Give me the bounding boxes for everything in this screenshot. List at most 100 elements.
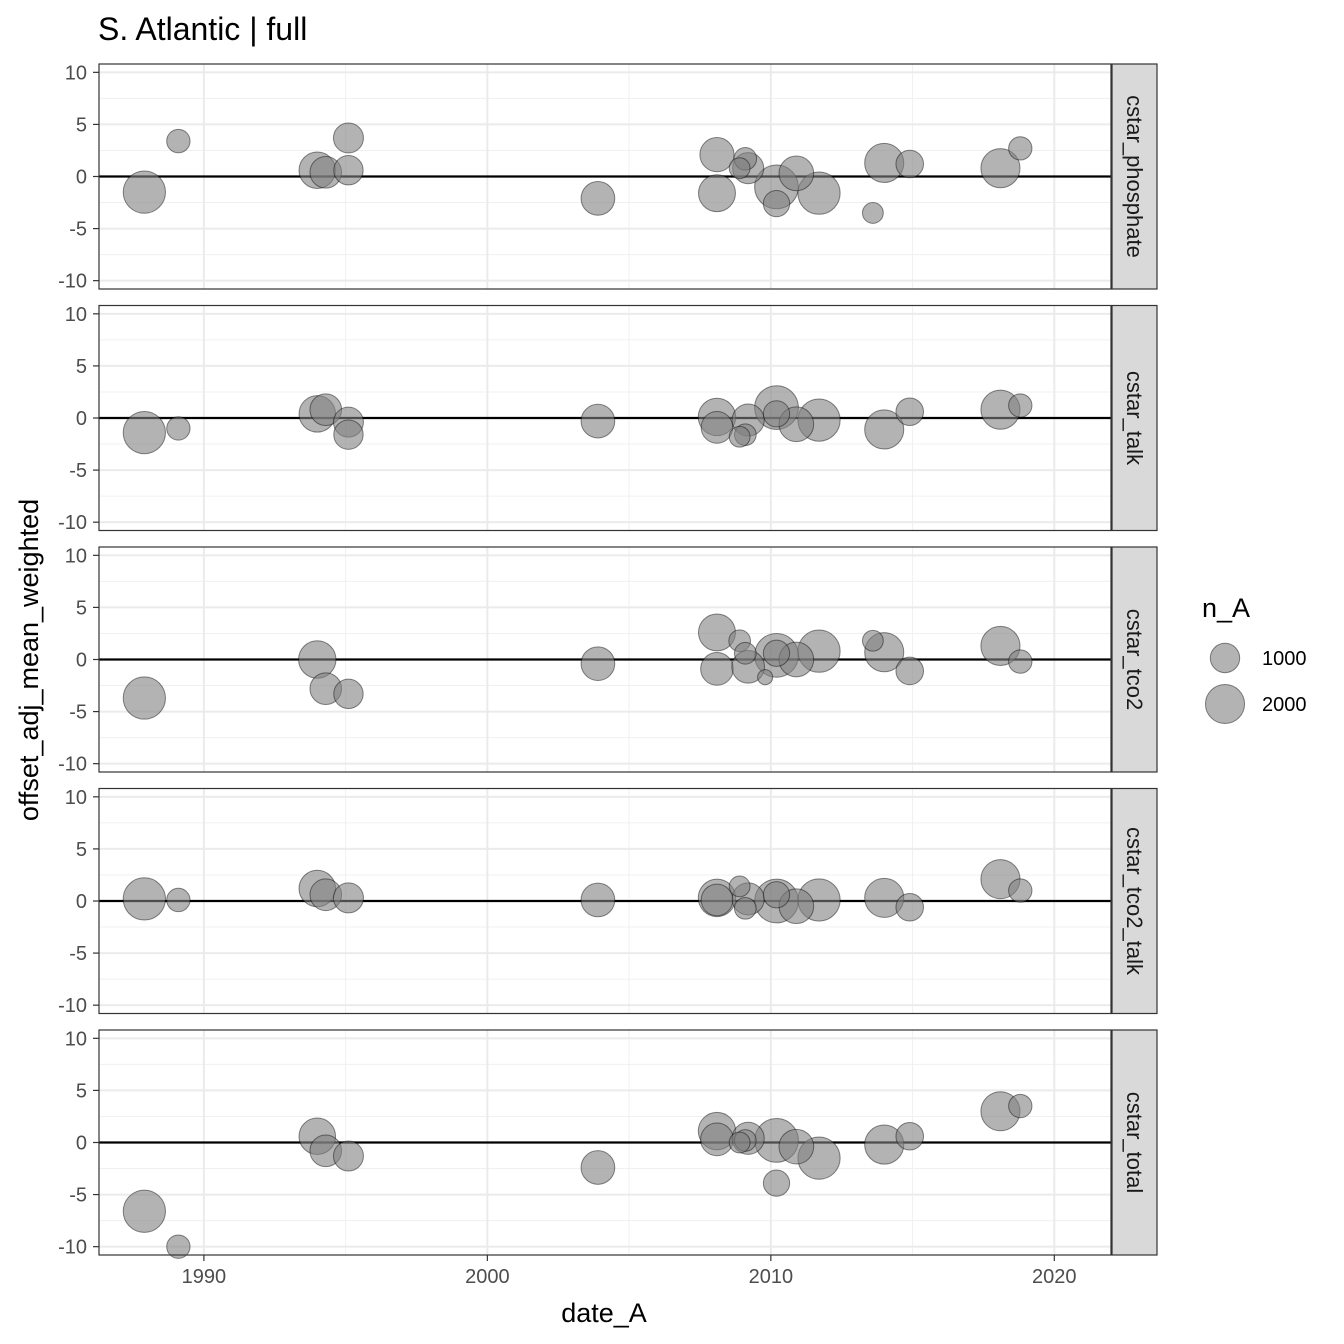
data-point bbox=[733, 896, 757, 920]
y-tick-label: 0 bbox=[76, 167, 87, 189]
data-point bbox=[122, 170, 166, 214]
facet-panel-cstar_total: -10 -5 0 5 10 cstar_total bbox=[58, 1028, 1158, 1259]
data-point bbox=[728, 1131, 751, 1154]
data-point bbox=[733, 641, 757, 665]
data-point bbox=[332, 882, 364, 914]
x-axis-title: date_A bbox=[561, 1298, 647, 1328]
data-point bbox=[778, 1128, 815, 1165]
y-tick-label: -10 bbox=[58, 1237, 87, 1259]
data-point bbox=[332, 122, 364, 154]
data-point bbox=[1008, 649, 1033, 674]
y-tick-label: 5 bbox=[76, 839, 87, 861]
x-tick-label: 1990 bbox=[182, 1266, 227, 1288]
data-point bbox=[166, 416, 191, 441]
y-tick-label: 10 bbox=[65, 545, 87, 567]
y-tick-label: 0 bbox=[76, 1133, 87, 1155]
facet-strip bbox=[1111, 546, 1158, 773]
x-tick-label: 2010 bbox=[749, 1266, 794, 1288]
data-point bbox=[895, 892, 925, 922]
facet-strip bbox=[1111, 1029, 1158, 1256]
y-tick-label: 5 bbox=[76, 1080, 87, 1102]
data-point bbox=[778, 155, 815, 192]
data-point bbox=[895, 149, 925, 179]
data-point bbox=[762, 189, 791, 218]
data-point bbox=[762, 881, 791, 909]
y-tick-label: -10 bbox=[58, 271, 87, 293]
data-point bbox=[728, 425, 751, 448]
y-tick-label: 0 bbox=[76, 650, 87, 672]
facet-panel-cstar_phosphate: -10 -5 0 5 10 cstar_phosphate bbox=[58, 62, 1158, 293]
facet-panel-cstar_talk: -10 -5 0 5 10 cstar_talk bbox=[58, 304, 1158, 534]
data-point bbox=[580, 181, 616, 216]
y-tick-label: -10 bbox=[58, 512, 87, 534]
data-point bbox=[166, 128, 191, 154]
data-point bbox=[697, 174, 736, 213]
y-tick-label: 5 bbox=[76, 114, 87, 136]
y-tick-label: -5 bbox=[69, 460, 87, 482]
x-tick-label: 2000 bbox=[465, 1266, 510, 1288]
y-tick-label: 0 bbox=[76, 408, 87, 430]
y-tick-label: 0 bbox=[76, 891, 87, 913]
data-point bbox=[700, 652, 734, 686]
data-point bbox=[333, 155, 364, 186]
data-point bbox=[699, 137, 735, 173]
data-point bbox=[580, 882, 616, 918]
data-point bbox=[166, 887, 191, 913]
data-point bbox=[728, 875, 751, 898]
facet-strip-label: cstar_tco2 bbox=[1122, 609, 1147, 711]
data-point bbox=[700, 1122, 734, 1157]
data-point bbox=[580, 403, 616, 439]
data-point bbox=[864, 409, 905, 450]
facet-strip bbox=[1111, 787, 1158, 1015]
data-point bbox=[757, 669, 774, 686]
x-axis: 1990 2000 2010 2020 bbox=[182, 1255, 1077, 1288]
data-point bbox=[1008, 393, 1033, 418]
y-tick-label: 10 bbox=[65, 787, 87, 809]
data-point bbox=[122, 1189, 166, 1233]
data-point bbox=[1008, 136, 1033, 161]
data-point bbox=[122, 410, 166, 455]
data-point bbox=[122, 877, 166, 921]
data-point bbox=[700, 883, 734, 917]
y-tick-label: -5 bbox=[69, 702, 87, 724]
legend-key-label: 2000 bbox=[1262, 694, 1307, 716]
data-point bbox=[861, 202, 884, 224]
legend-key-circle bbox=[1209, 642, 1241, 674]
legend-title: n_A bbox=[1202, 593, 1250, 623]
data-point bbox=[1008, 1093, 1033, 1119]
y-tick-label: -10 bbox=[58, 754, 87, 776]
facet-strip bbox=[1111, 63, 1158, 290]
data-point bbox=[895, 656, 925, 686]
facet-panels: -10 -5 0 5 10 cstar_phosphate -10 -5 0 5 10 cstar_t… bbox=[58, 62, 1158, 1259]
data-point bbox=[166, 1234, 191, 1259]
data-point bbox=[700, 411, 734, 444]
y-tick-label: -5 bbox=[69, 943, 87, 965]
chart-title: S. Atlantic | full bbox=[98, 11, 307, 47]
data-point bbox=[1008, 878, 1033, 903]
facet-strip-label: cstar_tco2_talk bbox=[1122, 827, 1147, 976]
y-tick-label: -5 bbox=[69, 219, 87, 241]
data-point bbox=[298, 640, 337, 679]
facet-panel-cstar_tco2: -10 -5 0 5 10 cstar_tco2 bbox=[58, 545, 1158, 776]
data-point bbox=[980, 148, 1021, 189]
data-point bbox=[895, 1121, 925, 1151]
data-point bbox=[762, 1169, 791, 1197]
legend-key-circle bbox=[1204, 683, 1246, 725]
data-point bbox=[333, 678, 364, 710]
y-tick-label: -10 bbox=[58, 995, 87, 1017]
data-point bbox=[728, 157, 751, 180]
facet-strip-label: cstar_total bbox=[1122, 1092, 1147, 1194]
x-tick-label: 2020 bbox=[1032, 1266, 1077, 1288]
facet-strip-label: cstar_talk bbox=[1122, 371, 1147, 466]
y-tick-label: 5 bbox=[76, 356, 87, 378]
legend-key-label: 1000 bbox=[1262, 648, 1307, 670]
y-tick-label: 5 bbox=[76, 597, 87, 619]
facet-panel-cstar_tco2_talk: -10 -5 0 5 10 cstar_tco2_talk bbox=[58, 787, 1158, 1017]
facet-strip bbox=[1111, 304, 1158, 532]
data-point bbox=[580, 1150, 616, 1185]
size-legend: n_A 1000 2000 bbox=[1202, 593, 1307, 725]
data-point bbox=[332, 1140, 364, 1172]
data-point bbox=[861, 629, 884, 652]
y-tick-label: 10 bbox=[65, 304, 87, 326]
